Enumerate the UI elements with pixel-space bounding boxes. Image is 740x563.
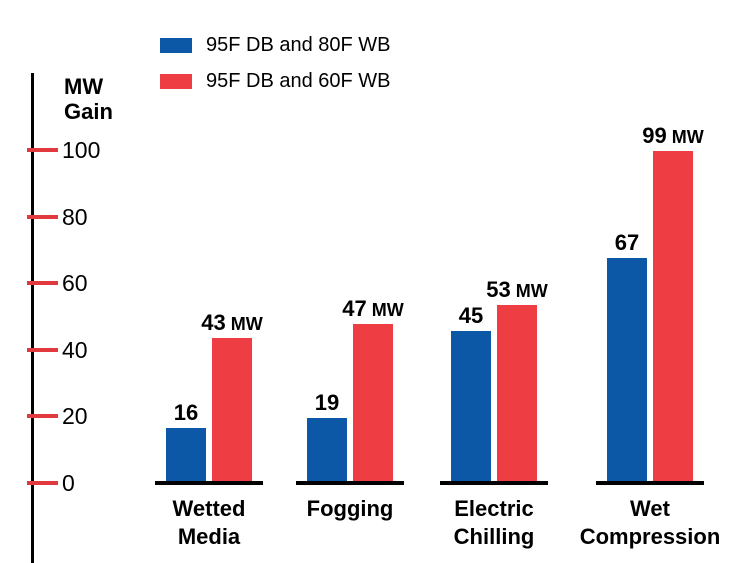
category-label: Fogging bbox=[306, 496, 394, 521]
y-tick-mark bbox=[27, 414, 58, 419]
bar-series-1 bbox=[607, 258, 647, 481]
category-label: Electric Chilling bbox=[453, 496, 535, 549]
y-tick-mark bbox=[27, 347, 58, 352]
y-tick-mark bbox=[27, 214, 58, 219]
y-tick-mark bbox=[27, 281, 58, 286]
category-baseline bbox=[155, 481, 263, 485]
bar-value-label: 19 bbox=[314, 390, 340, 415]
bar-series-2 bbox=[212, 338, 252, 481]
value-unit: MW bbox=[510, 281, 548, 301]
bar-series-1 bbox=[307, 418, 347, 481]
value-unit: MW bbox=[366, 300, 404, 320]
category-baseline bbox=[296, 481, 404, 485]
y-axis-label: MW Gain bbox=[64, 74, 113, 124]
bar-series-2 bbox=[497, 305, 537, 481]
category-label: Wetted Media bbox=[172, 496, 246, 549]
y-tick-label: 60 bbox=[62, 270, 88, 297]
value-unit: MW bbox=[666, 127, 704, 147]
category-baseline bbox=[596, 481, 704, 485]
bar-value-label: 43 MW bbox=[201, 310, 263, 335]
bar-value-label: 16 bbox=[173, 400, 199, 425]
category-label: Wet Compression bbox=[579, 496, 721, 549]
bar-value-label: 67 bbox=[614, 230, 640, 255]
bar-value-label: 45 bbox=[458, 303, 484, 328]
legend-label: 95F DB and 60F WB bbox=[206, 70, 391, 92]
bar-series-2 bbox=[353, 324, 393, 481]
bar-series-2 bbox=[653, 151, 693, 481]
bar-series-1 bbox=[451, 331, 491, 481]
y-tick-label: 20 bbox=[62, 403, 88, 430]
y-tick-label: 0 bbox=[62, 470, 75, 496]
bar-value-label: 99 MW bbox=[642, 123, 704, 148]
y-tick-mark bbox=[27, 481, 58, 485]
legend-label: 95F DB and 80F WB bbox=[206, 34, 391, 56]
bar-value-label: 53 MW bbox=[486, 277, 548, 302]
bar-series-1 bbox=[166, 428, 206, 481]
category-baseline bbox=[440, 481, 548, 485]
y-tick-label: 40 bbox=[62, 336, 88, 363]
y-tick-label: 80 bbox=[62, 203, 88, 230]
y-tick-mark bbox=[27, 148, 58, 152]
legend-swatch bbox=[160, 74, 192, 89]
y-tick-label: 100 bbox=[62, 137, 101, 163]
y-axis-line bbox=[31, 73, 34, 563]
value-unit: MW bbox=[225, 314, 263, 334]
legend-swatch bbox=[160, 38, 192, 53]
bar-value-label: 47 MW bbox=[342, 296, 404, 321]
